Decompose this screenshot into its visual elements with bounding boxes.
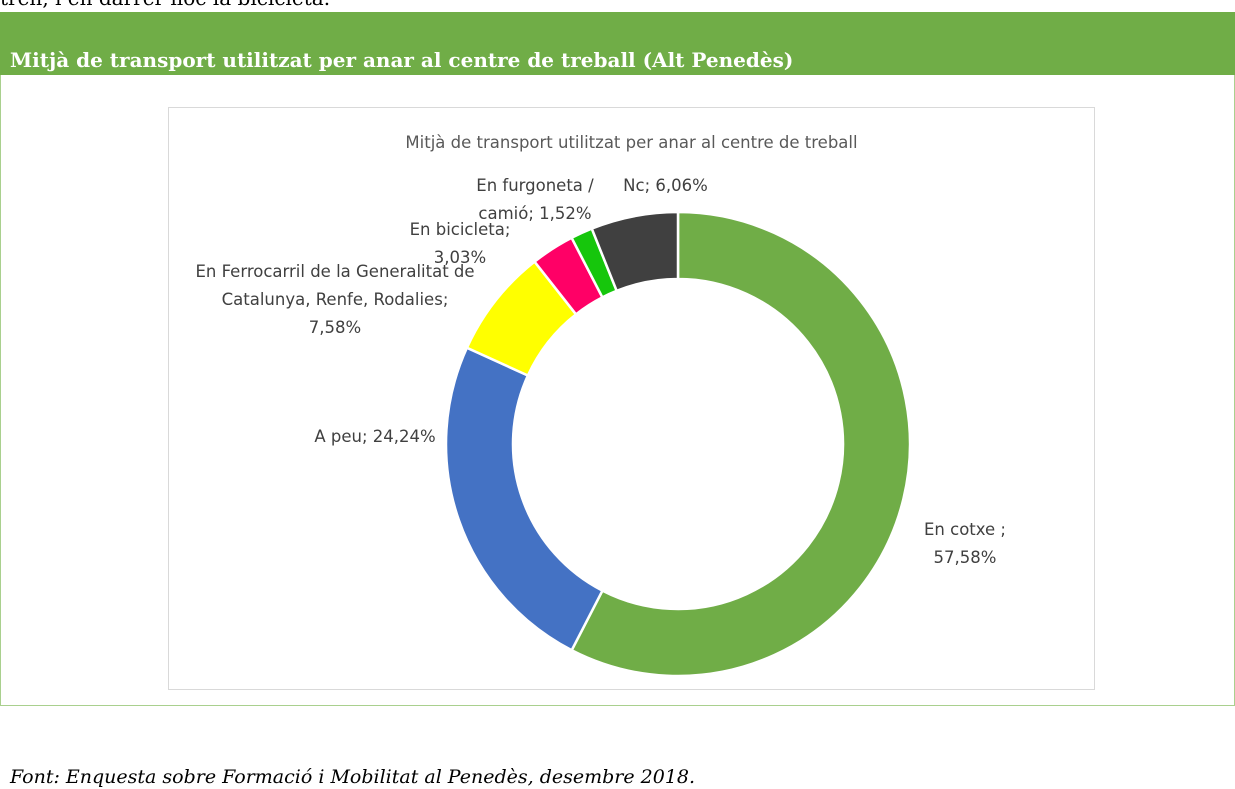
- chart-box: Mitjà de transport utilitzat per anar al…: [168, 107, 1095, 690]
- label-category: En bicicleta: [409, 220, 505, 239]
- header-title: Mitjà de transport utilitzat per anar al…: [10, 48, 794, 72]
- data-label: A peu; 24,24%: [290, 423, 460, 451]
- label-category: En cotxe: [924, 520, 1001, 539]
- data-label: Nc; 6,06%: [603, 172, 728, 200]
- data-label: En bicicleta; 3,03%: [385, 216, 535, 272]
- label-value: 3,03%: [433, 248, 487, 267]
- data-label: En Ferrocarril de la Generalitat de Cata…: [195, 258, 475, 342]
- label-category: En furgoneta / camió: [476, 176, 599, 223]
- label-value: 1,52%: [539, 204, 592, 223]
- label-separator: ;: [528, 204, 540, 223]
- label-separator: ;: [361, 427, 373, 446]
- source-note: Font: Enquesta sobre Formació i Mobilita…: [10, 766, 696, 788]
- label-value: 7,58%: [308, 318, 362, 337]
- chart-title: Mitjà de transport utilitzat per anar al…: [405, 133, 858, 152]
- label-category: Nc: [623, 176, 645, 195]
- label-separator: ;: [644, 176, 656, 195]
- label-value: 24,24%: [372, 427, 436, 446]
- label-separator: ;: [1000, 520, 1006, 539]
- label-category: A peu: [314, 427, 362, 446]
- label-category: En Ferrocarril de la Generalitat de Cata…: [195, 262, 480, 309]
- donut-segment: [590, 210, 680, 293]
- header-bar: Mitjà de transport utilitzat per anar al…: [0, 12, 1235, 75]
- label-value: 57,58%: [933, 548, 997, 567]
- donut-segment: [570, 210, 912, 678]
- label-separator: ;: [442, 290, 449, 309]
- data-label: En furgoneta / camió; 1,52%: [455, 172, 615, 228]
- data-label: En cotxe ; 57,58%: [905, 516, 1025, 572]
- label-value: 6,06%: [655, 176, 708, 195]
- donut-segment: [444, 346, 605, 652]
- intro-text: tren, i en darrer lloc la bicicleta.: [0, 0, 330, 10]
- label-separator: ;: [504, 220, 511, 239]
